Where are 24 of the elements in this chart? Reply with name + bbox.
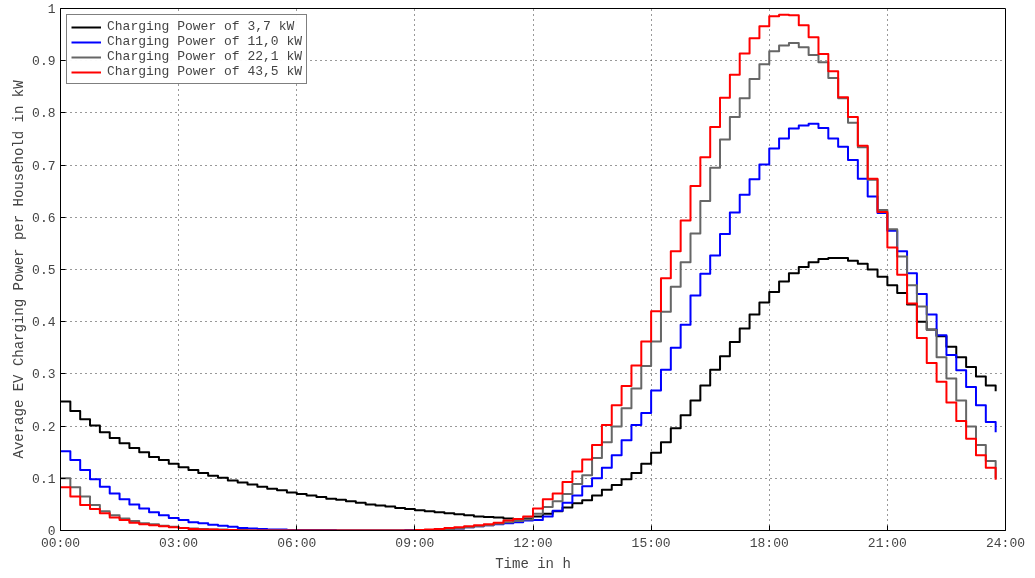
y-tick-label: 0.5 — [32, 263, 56, 278]
y-tick-label: 1 — [47, 2, 56, 17]
y-tick-label: 0.7 — [32, 158, 56, 174]
y-tick-label: 0.3 — [32, 367, 56, 383]
x-tick-label: 15:00 — [631, 535, 671, 551]
legend-label: Charging Power of 11,0 kW — [107, 34, 303, 49]
y-tick-label: 0.2 — [32, 419, 56, 435]
x-tick-label: 09:00 — [395, 535, 435, 551]
y-tick-label: 0.9 — [32, 54, 56, 70]
y-axis-title: Average EV Charging Power per Household in kW — [11, 79, 28, 459]
x-tick-label: 24:00 — [986, 535, 1026, 551]
x-tick-label: 21:00 — [867, 535, 907, 551]
x-tick-label: 18:00 — [749, 535, 789, 551]
x-tick-label: 12:00 — [513, 535, 553, 551]
y-tick-label: 0.1 — [32, 471, 56, 487]
legend-label: Charging Power of 43,5 kW — [107, 64, 303, 79]
x-axis-title: Time in h — [495, 555, 571, 572]
y-tick-label: 0.4 — [32, 315, 56, 331]
x-tick-label: 03:00 — [159, 535, 199, 551]
legend-label: Charging Power of 3,7 kW — [107, 19, 295, 34]
y-tick-label: 0.6 — [32, 210, 56, 226]
x-tick-label: 06:00 — [277, 535, 317, 551]
legend-label: Charging Power of 22,1 kW — [107, 49, 303, 64]
y-tick-label: 0.8 — [32, 106, 56, 122]
